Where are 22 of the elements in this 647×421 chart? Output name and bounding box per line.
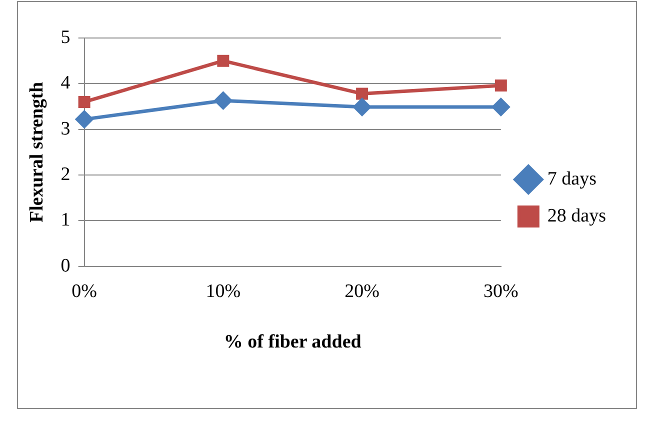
y-tick-label: 1 — [60, 210, 70, 231]
point — [214, 92, 232, 110]
y-tick-label: 4 — [60, 72, 71, 94]
x-tick-label: 30% — [484, 280, 519, 302]
point — [78, 96, 90, 108]
point — [76, 110, 94, 128]
x-tick-label: 0% — [72, 280, 98, 302]
point — [492, 98, 510, 116]
x-tick-label: 20% — [344, 280, 380, 302]
legend-label: 28 days — [547, 205, 606, 226]
point — [494, 80, 507, 92]
y-tick-label: 5 — [60, 26, 70, 48]
legend-label: 7 days — [547, 168, 596, 190]
y-tick-label: 0 — [60, 255, 70, 276]
point — [353, 98, 371, 116]
y-tick-label: 3 — [60, 118, 70, 140]
y-tick-label: 2 — [60, 164, 70, 186]
y-axis-title: Flexural strength — [26, 81, 48, 222]
x-tick-label: 10% — [206, 280, 241, 302]
point — [356, 88, 368, 100]
point — [217, 54, 230, 67]
x-axis-title: % of fiber added — [224, 332, 362, 353]
